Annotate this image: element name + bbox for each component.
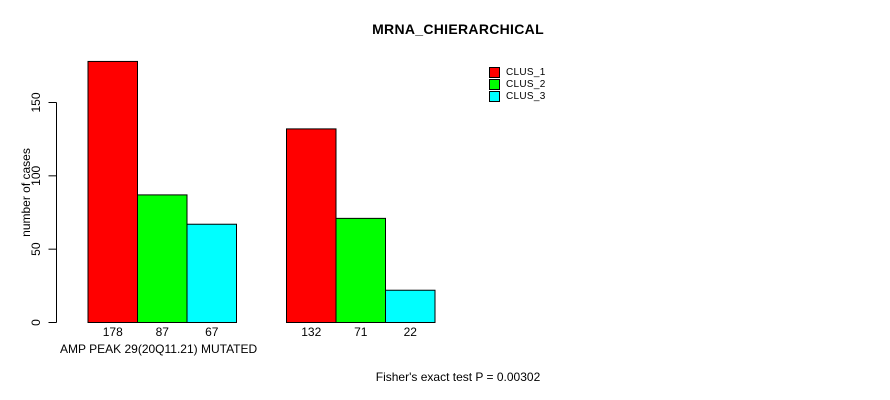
legend-item: CLUS_3 <box>489 91 546 102</box>
bar-clus_3 <box>385 289 436 324</box>
y-tick-label: 0 <box>29 319 43 326</box>
y-tick-label: 100 <box>29 166 43 186</box>
bar-value-label: 71 <box>354 325 368 339</box>
bar-value-label: 132 <box>301 325 321 339</box>
legend-swatch-icon <box>489 79 500 90</box>
bar-clus_3 <box>186 223 237 324</box>
bar-clus_1 <box>286 128 337 323</box>
legend: CLUS_1 CLUS_2 CLUS_3 <box>489 67 546 103</box>
legend-item: CLUS_1 <box>489 67 546 78</box>
bar-value-label: 22 <box>404 325 418 339</box>
legend-swatch-icon <box>489 67 500 78</box>
bar-clus_2 <box>137 194 188 323</box>
legend-label: CLUS_1 <box>506 67 546 78</box>
x-axis-label: AMP PEAK 29(20Q11.21) MUTATED <box>60 342 258 356</box>
bar-clus_2 <box>335 217 386 323</box>
y-axis-label: number of cases <box>19 148 33 237</box>
chart-title: MRNA_CHIERARCHICAL <box>372 21 544 37</box>
bar-clus_1 <box>87 60 138 324</box>
bar-value-label: 178 <box>103 325 123 339</box>
y-tick-label: 150 <box>29 92 43 112</box>
legend-label: CLUS_2 <box>506 79 546 90</box>
legend-label: CLUS_3 <box>506 91 546 102</box>
y-tick-label: 50 <box>29 242 43 256</box>
legend-item: CLUS_2 <box>489 79 546 90</box>
bar-value-label: 87 <box>156 325 170 339</box>
legend-swatch-icon <box>489 91 500 102</box>
bar-value-label: 67 <box>205 325 219 339</box>
footnote: Fisher's exact test P = 0.00302 <box>375 370 541 384</box>
